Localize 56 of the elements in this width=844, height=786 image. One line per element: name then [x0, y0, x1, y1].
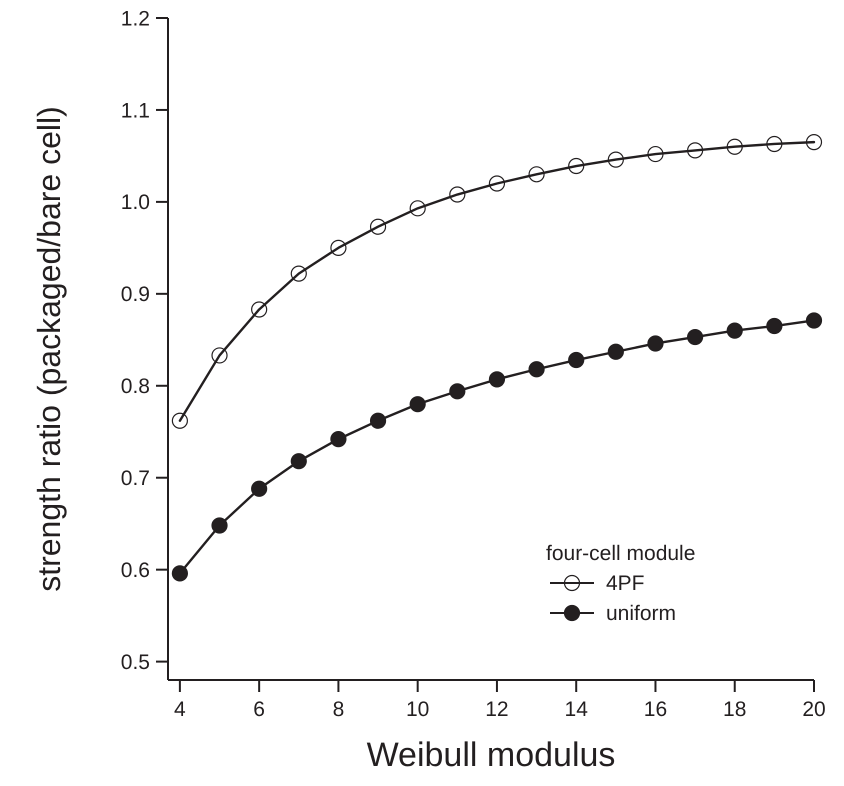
point — [488, 175, 506, 192]
point — [449, 186, 466, 203]
y-tick-label: 0.8 — [120, 375, 150, 398]
point — [726, 322, 743, 339]
y-tick-label: 0.6 — [120, 559, 150, 582]
x-tick-label: 20 — [802, 698, 826, 721]
y-axis-title: strength ratio (packaged/bare cell) — [31, 106, 67, 592]
x-tick-label: 18 — [723, 698, 746, 721]
point — [330, 431, 347, 448]
point — [608, 151, 624, 168]
point — [647, 335, 664, 352]
point — [172, 565, 188, 582]
x-axis-title: Weibull modulus — [366, 736, 616, 774]
point — [251, 480, 268, 497]
point — [766, 318, 782, 334]
point — [766, 136, 782, 152]
y-tick-label: 1.0 — [120, 191, 150, 214]
point — [330, 240, 347, 256]
legend-label: 4PF — [606, 572, 645, 595]
point — [290, 266, 307, 282]
point — [172, 412, 188, 429]
legend-label: uniform — [606, 602, 676, 625]
point — [608, 344, 624, 360]
point — [528, 166, 545, 182]
x-tick-label: 8 — [332, 698, 344, 721]
point — [568, 352, 584, 368]
y-tick-label: 0.5 — [120, 650, 150, 674]
point — [370, 412, 386, 429]
point — [806, 134, 822, 150]
x-tick-label: 6 — [253, 698, 265, 721]
y-tick-label: 0.9 — [120, 283, 150, 306]
y-tick-label: 0.7 — [120, 467, 150, 490]
point — [290, 453, 307, 470]
point — [449, 383, 466, 400]
y-tick-label: 1.2 — [120, 7, 150, 30]
point — [410, 200, 426, 216]
point — [806, 312, 822, 329]
point — [370, 218, 386, 235]
x-tick-label: 4 — [174, 698, 186, 721]
x-tick-label: 14 — [564, 698, 588, 721]
point — [488, 371, 506, 388]
x-tick-label: 10 — [406, 698, 430, 721]
point — [647, 146, 664, 162]
point — [211, 517, 228, 534]
x-tick-label: 16 — [644, 698, 668, 721]
point — [568, 158, 584, 174]
y-tick-label: 1.1 — [120, 99, 150, 122]
x-tick-label: 12 — [485, 698, 509, 721]
point — [251, 301, 268, 318]
point — [687, 328, 704, 346]
legend-title: four-cell module — [546, 542, 696, 565]
point — [687, 142, 704, 158]
point — [528, 361, 545, 378]
point — [211, 347, 228, 364]
point — [410, 396, 426, 412]
point — [726, 138, 743, 155]
